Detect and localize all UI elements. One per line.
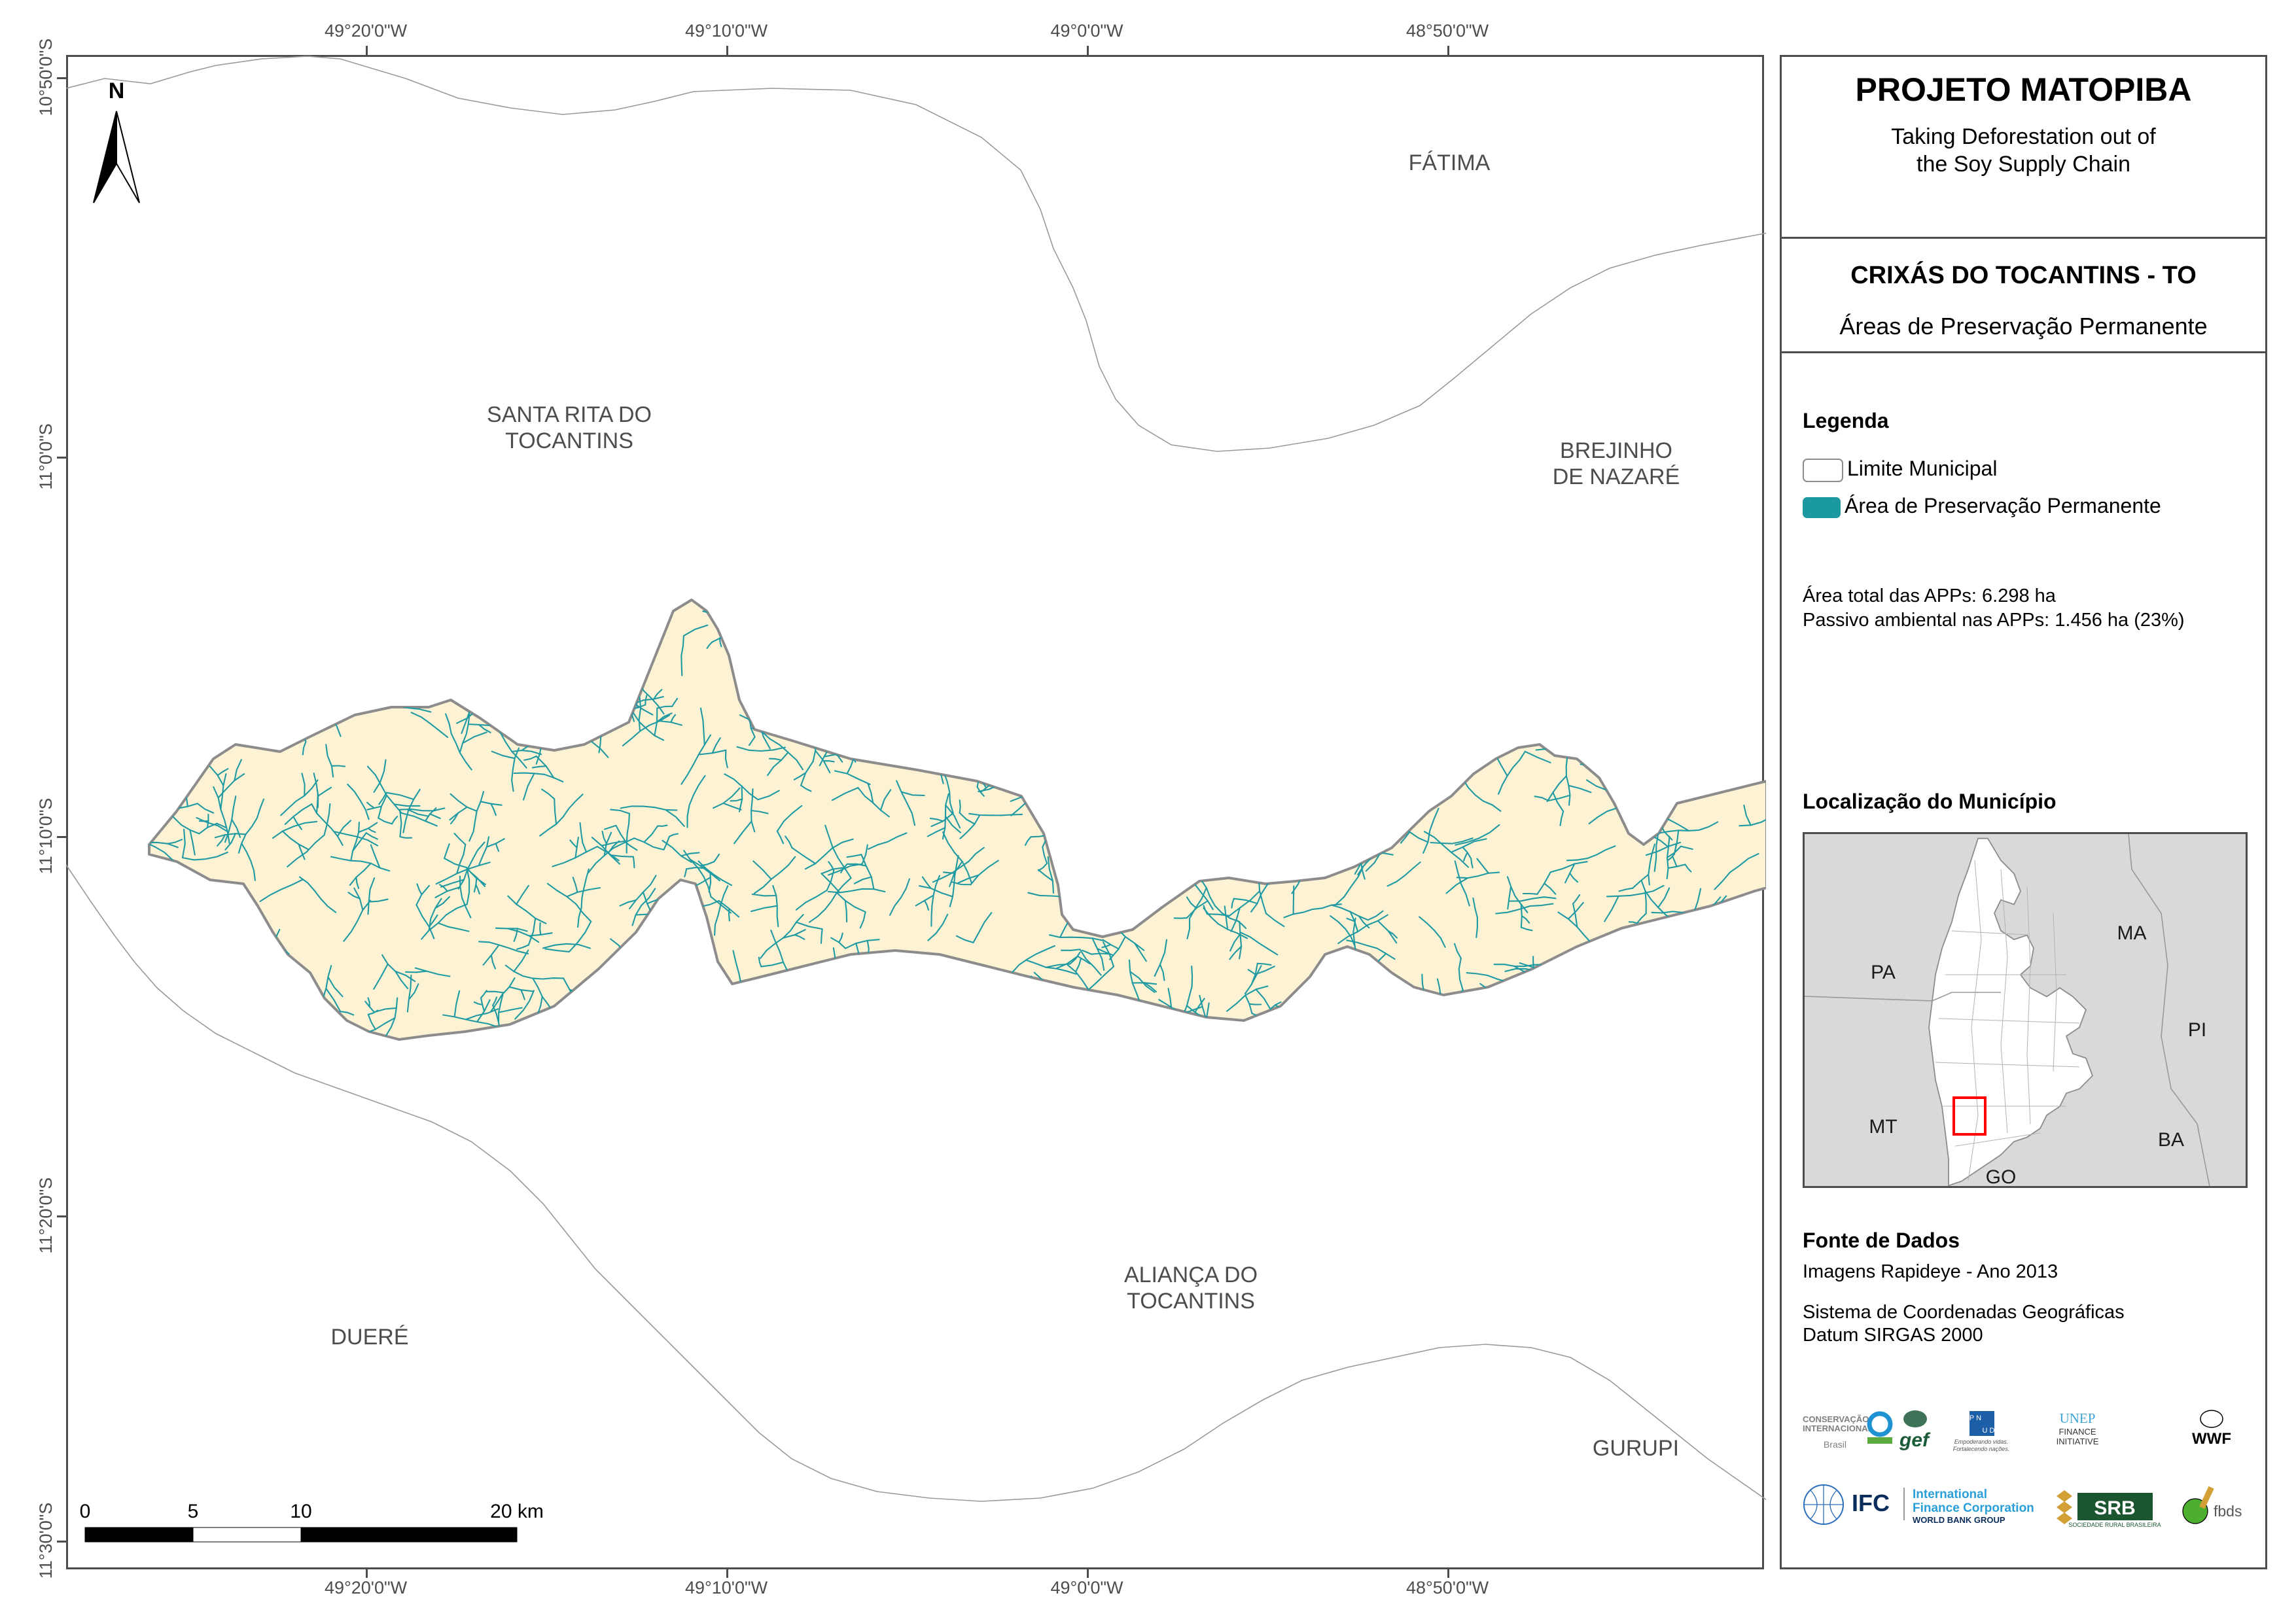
svg-text:20 km: 20 km	[490, 1501, 544, 1522]
svg-text:INITIATIVE: INITIATIVE	[2057, 1437, 2099, 1446]
svg-text:SANTA RITA DO: SANTA RITA DO	[487, 402, 652, 427]
svg-text:U D: U D	[1983, 1427, 1995, 1435]
svg-text:GURUPI: GURUPI	[1593, 1436, 1679, 1461]
svg-text:GO: GO	[1986, 1166, 2017, 1188]
svg-text:10: 10	[290, 1501, 311, 1522]
svg-text:Empoderando vidas.: Empoderando vidas.	[1954, 1439, 2009, 1445]
svg-text:P N: P N	[1969, 1414, 1981, 1422]
svg-text:Brasil: Brasil	[1824, 1439, 1846, 1450]
svg-text:MT: MT	[1869, 1116, 1897, 1138]
svg-text:BREJINHO: BREJINHO	[1560, 438, 1672, 463]
svg-text:FINANCE: FINANCE	[2058, 1427, 2096, 1437]
svg-text:0: 0	[80, 1501, 91, 1522]
svg-text:International: International	[1913, 1488, 1987, 1501]
svg-text:INTERNACIONAL: INTERNACIONAL	[1803, 1423, 1873, 1433]
svg-text:WWF: WWF	[2192, 1430, 2231, 1448]
svg-text:SRB: SRB	[2094, 1497, 2135, 1519]
svg-text:PA: PA	[1871, 962, 1896, 983]
svg-text:Fortalecendo nações.: Fortalecendo nações.	[1953, 1446, 2010, 1452]
svg-text:PI: PI	[2188, 1019, 2206, 1041]
svg-text:DE NAZARÉ: DE NAZARÉ	[1553, 464, 1680, 489]
svg-text:UNEP: UNEP	[2060, 1410, 2096, 1426]
svg-text:Finance Corporation: Finance Corporation	[1913, 1501, 2034, 1515]
svg-text:fbds: fbds	[2214, 1503, 2242, 1520]
svg-text:DUERÉ: DUERÉ	[330, 1325, 408, 1350]
svg-text:BA: BA	[2158, 1129, 2184, 1151]
svg-text:gef: gef	[1899, 1429, 1931, 1451]
svg-text:CONSERVAÇÃO: CONSERVAÇÃO	[1803, 1414, 1869, 1424]
svg-text:TOCANTINS: TOCANTINS	[1127, 1289, 1255, 1314]
svg-text:FÁTIMA: FÁTIMA	[1409, 150, 1491, 175]
svg-text:TOCANTINS: TOCANTINS	[505, 428, 633, 453]
svg-text:MA: MA	[2117, 922, 2147, 944]
svg-text:IFC: IFC	[1852, 1490, 1890, 1516]
svg-text:WORLD BANK GROUP: WORLD BANK GROUP	[1913, 1515, 2005, 1525]
svg-text:SOCIEDADE RURAL BRASILEIRA: SOCIEDADE RURAL BRASILEIRA	[2068, 1522, 2161, 1528]
svg-text:N: N	[109, 79, 125, 103]
svg-text:5: 5	[188, 1501, 199, 1522]
svg-text:ALIANÇA DO: ALIANÇA DO	[1124, 1263, 1258, 1287]
